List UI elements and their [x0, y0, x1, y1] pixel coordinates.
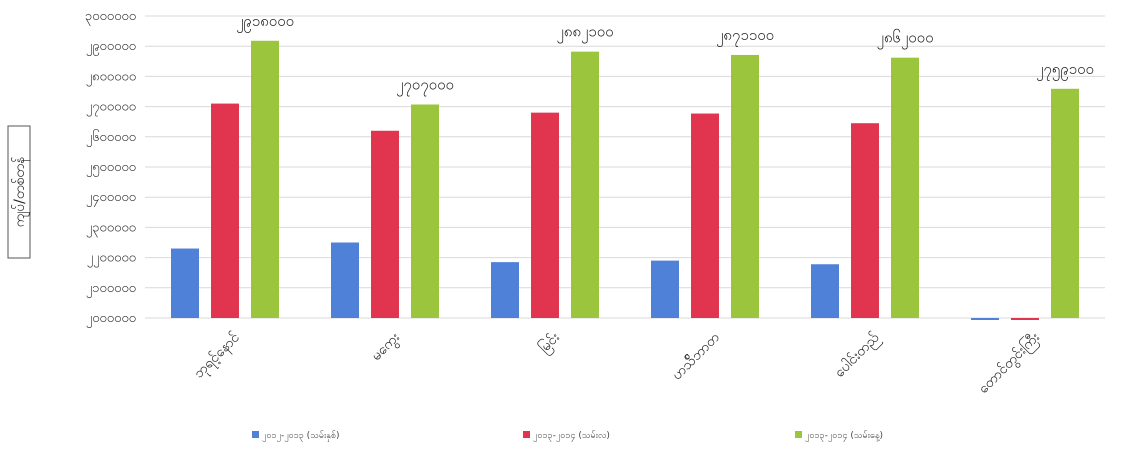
y-tick-label: ၂၂၀၀၀၀၀ [87, 251, 136, 268]
gridlines [145, 15, 1105, 319]
y-tick-label: ၂၀၀၀၀၀၀ [86, 311, 136, 328]
category-label: ဘုရင့်နောင် [191, 329, 245, 383]
bar-2 [371, 130, 399, 318]
y-tick-label: ၂၄၀၀၀၀၀ [86, 190, 136, 207]
bar-1 [331, 242, 359, 318]
bar-3 [411, 104, 439, 319]
category-labels: ဘုရင့်နောင် မကွေး မြင်း ဟသ်ိဘာတ ပေါင်းတည် တော… [191, 328, 1045, 398]
bar-2 [691, 113, 719, 319]
category-label: တောင်တွင်းကြီး [975, 328, 1045, 398]
bar-3 [891, 57, 919, 319]
legend-label: ၂၀၁၃-၂၀၁၄ (သမ်းနေ့) [805, 430, 883, 442]
data-label: ၂၉၁၈၀၀၀ [236, 12, 294, 33]
bar-2 [1011, 318, 1039, 320]
legend-label: ၂၀၁၂-၂၀၁၃ (သမ်းနှစ်) [262, 430, 340, 442]
category-label: မြင်း [535, 328, 564, 357]
bar-1 [651, 260, 679, 318]
data-label: ၂၇၅၉၁၀၀ [1036, 60, 1094, 81]
data-label: ၂၈၇၁၁၀၀ [716, 26, 774, 47]
y-tick-label: ၂၅၀၀၀၀၀ [86, 160, 136, 177]
category-label: ဟသ်ိဘာတ [669, 329, 723, 383]
bar-3 [1051, 88, 1079, 318]
y-tick-label: ၃၀၀၀၀၀၀ [85, 9, 136, 26]
data-label: ၂၈၆၂၀၀၀ [876, 29, 933, 50]
bar-3 [731, 54, 759, 318]
category-label: ပေါင်းတည် [832, 330, 885, 383]
bar-3 [571, 51, 599, 319]
bars [171, 40, 1079, 320]
y-tick-label: ၂၆၀၀၀၀၀ [86, 129, 136, 147]
y-axis-label-box [7, 125, 31, 259]
data-label: ၂၇၀၇၀၀၀ [396, 75, 454, 96]
bar-1 [491, 262, 519, 318]
bar-2 [851, 123, 879, 319]
y-axis-ticks: ၂၀၀၀၀၀၀ ၂၁၀၀၀၀၀ ၂၂၀၀၀၀၀ ၂၃၀၀၀၀၀ ၂၄၀၀၀၀၀ ၂၅၀၀၀… [85, 9, 136, 328]
y-tick-label: ၂၈၀၀၀၀၀ [86, 69, 136, 86]
legend-swatch [795, 431, 802, 438]
y-tick-label: ၂၃၀၀၀၀၀ [86, 220, 136, 237]
bar-2 [531, 112, 559, 318]
bar-1 [811, 264, 839, 318]
y-tick-label: ၂၉၀၀၀၀၀ [86, 39, 136, 56]
legend-swatch [523, 431, 530, 438]
y-tick-label: ၂၇၀၀၀၀၀ [86, 100, 136, 117]
bar-2 [211, 103, 239, 318]
bar-1 [171, 248, 199, 318]
legend-swatch [252, 431, 259, 438]
bar-1 [971, 318, 999, 320]
category-label: မကွေး [368, 329, 404, 365]
bar-3 [251, 40, 279, 318]
y-tick-label: ၂၁၀၀၀၀၀ [86, 281, 136, 298]
legend: ၂၀၁၂-၂၀၁၃ (သမ်းနှစ်) ၂၀၁၃-၂၀၁၄ (သမ်းလ) ၂၀၁… [252, 430, 883, 442]
data-label: ၂၈၈၂၁၀၀ [556, 23, 613, 44]
y-axis-label: ကျပ်/တစ်တန် [12, 157, 30, 228]
legend-label: ၂၀၁၃-၂၀၁၄ (သမ်းလ) [533, 430, 610, 442]
y-axis-label-group: ကျပ်/တစ်တန် [7, 125, 31, 259]
